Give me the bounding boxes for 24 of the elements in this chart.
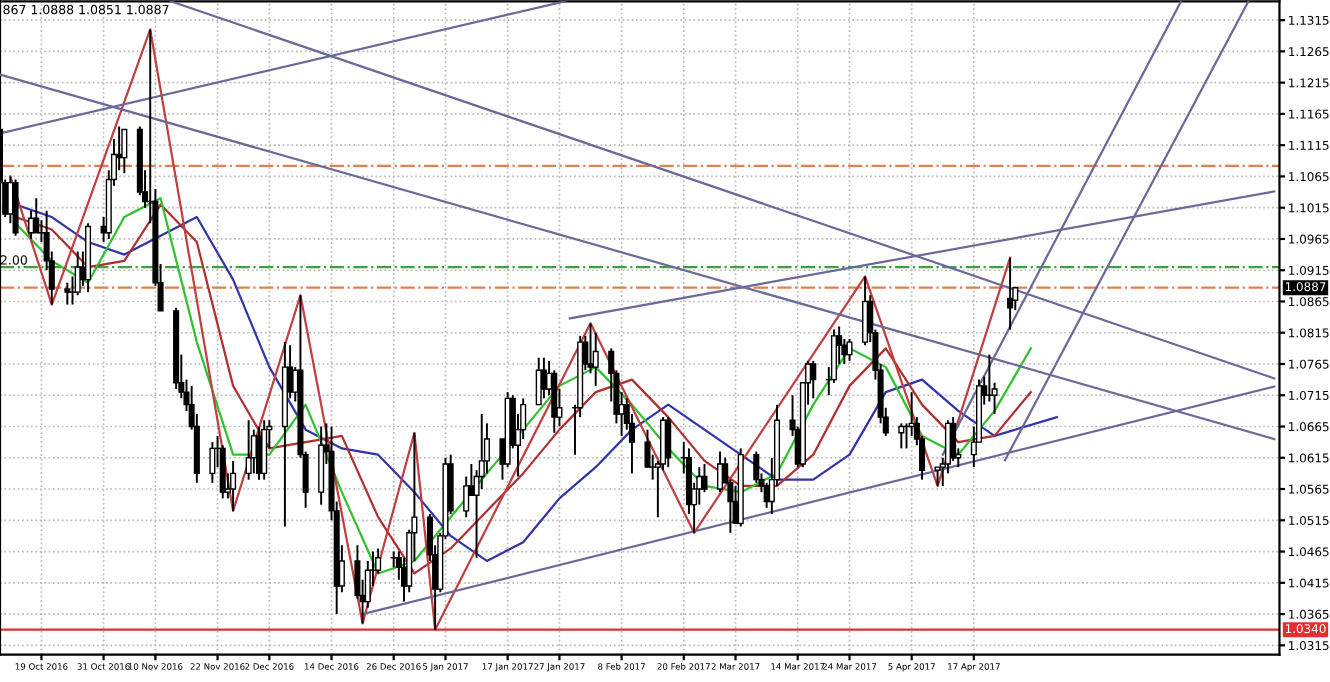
candlestick <box>551 369 558 434</box>
candlestick <box>753 450 760 484</box>
candlestick <box>846 338 853 362</box>
candlestick <box>7 175 14 225</box>
candlestick <box>587 322 594 375</box>
candlestick <box>64 281 71 306</box>
candlestick <box>74 250 81 297</box>
candlestick <box>1007 256 1014 331</box>
candlestick <box>934 466 941 487</box>
candlestick <box>898 422 905 450</box>
candlestick <box>716 450 724 494</box>
candlestick <box>592 331 599 387</box>
candlestick <box>318 425 325 506</box>
candlestick <box>219 444 226 500</box>
candlestick <box>701 463 708 494</box>
candlestick <box>121 128 128 175</box>
candlestick <box>665 416 672 469</box>
candlestick <box>230 459 237 512</box>
candlestick <box>261 419 268 481</box>
candlestick <box>245 419 252 481</box>
candlestick <box>986 353 993 403</box>
candlestick <box>810 359 817 400</box>
candlestick <box>33 197 40 234</box>
candlestick <box>209 441 216 484</box>
